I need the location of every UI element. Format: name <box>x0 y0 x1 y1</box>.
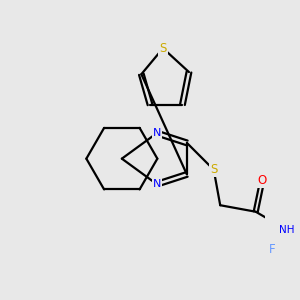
Text: S: S <box>210 163 218 176</box>
Text: N: N <box>153 128 161 138</box>
Text: N: N <box>153 179 161 189</box>
Text: O: O <box>258 174 267 187</box>
Text: S: S <box>159 42 167 55</box>
Text: F: F <box>268 243 275 256</box>
Text: NH: NH <box>279 225 295 235</box>
